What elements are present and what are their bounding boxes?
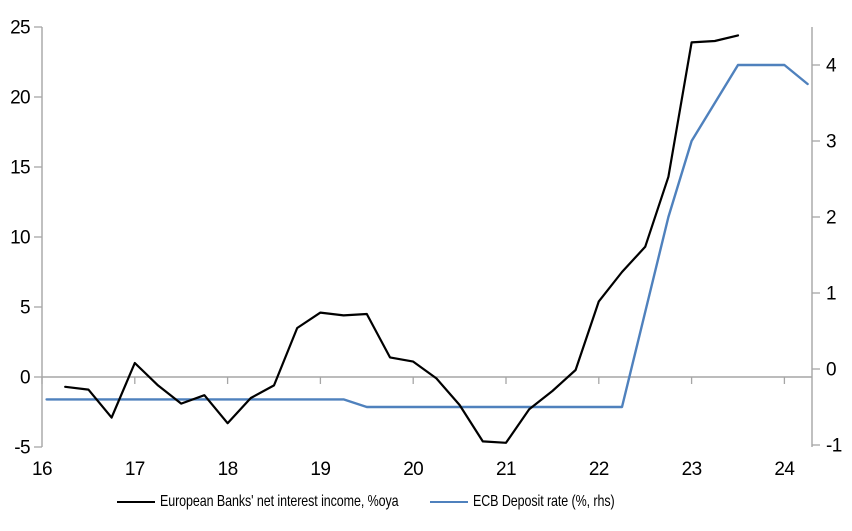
legend-label-ecb: ECB Deposit rate (%, rhs): [473, 493, 615, 510]
legend-label-nii: European Banks' net interest income, %oy…: [160, 493, 399, 510]
ecb-line-swatch: [430, 500, 468, 504]
x-tick-label: 17: [125, 459, 145, 480]
right-tick-label: 3: [826, 132, 836, 153]
x-axis: 16 17 18 19 20 21 22 23 24: [32, 376, 812, 480]
x-tick-label: 16: [32, 459, 52, 480]
left-tick-label: 0: [20, 368, 30, 389]
x-tick-label: 23: [682, 459, 702, 480]
left-tick-label: 25: [10, 18, 30, 39]
left-tick-label: 10: [10, 228, 30, 249]
legend-item-ecb: ECB Deposit rate (%, rhs): [430, 492, 655, 512]
left-axis: 25 20 15 10 5 0 -5: [10, 18, 43, 459]
x-tick-label: 24: [774, 459, 795, 480]
left-tick-label: 20: [10, 88, 30, 109]
x-tick-label: 19: [310, 459, 330, 480]
series-ecb-line: [45, 63, 809, 409]
left-tick-label: 15: [10, 158, 30, 179]
x-tick-label: 20: [403, 459, 423, 480]
left-tick-label: 5: [20, 298, 30, 319]
nii-line-swatch: [117, 500, 155, 504]
right-tick-label: -1: [826, 436, 842, 457]
legend: European Banks' net interest income, %oy…: [0, 492, 852, 514]
x-tick-label: 18: [218, 459, 238, 480]
legend-item-nii: European Banks' net interest income, %oy…: [117, 492, 466, 512]
right-axis: 4 3 2 1 0 -1: [811, 27, 842, 457]
right-tick-label: 1: [826, 284, 836, 305]
x-tick-label: 22: [589, 459, 609, 480]
right-tick-label: 0: [826, 360, 836, 381]
left-tick-label: -5: [14, 438, 30, 459]
right-tick-label: 2: [826, 208, 836, 229]
x-tick-label: 21: [496, 459, 516, 480]
series-nii-line: [64, 34, 740, 444]
right-tick-label: 4: [826, 56, 837, 77]
